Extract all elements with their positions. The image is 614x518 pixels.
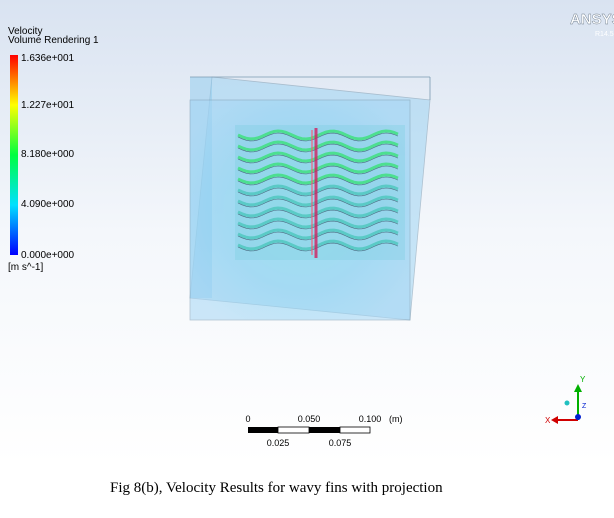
scale-label: 0: [245, 414, 250, 424]
axis-z: [575, 414, 581, 420]
scale-segment: [278, 427, 309, 433]
axis-label: X: [545, 416, 551, 425]
legend-unit: [m s^-1]: [8, 262, 43, 273]
legend-label: 1.227e+001: [21, 100, 75, 111]
logo: ANSYS: [570, 11, 614, 28]
scale-unit: (m): [389, 414, 403, 424]
axis-origin-marker: [565, 401, 570, 406]
axis-label: Z: [582, 403, 587, 410]
color-bar: [10, 55, 18, 255]
scale-segment: [309, 427, 340, 433]
axis-label: Y: [580, 375, 586, 384]
legend-label: 0.000e+000: [21, 250, 75, 261]
viewport: Velocity Volume Rendering 1 1.636e+001 1…: [0, 0, 614, 465]
page: {"legend": {"title": "Velocity", "subtit…: [0, 0, 614, 518]
legend-subtitle: Volume Rendering 1: [8, 35, 99, 46]
scale-label: 0.075: [329, 438, 352, 448]
scale-segment: [248, 427, 278, 433]
fin-array: [235, 125, 405, 260]
caption: Fig 8(b), Velocity Results for wavy fins…: [110, 480, 443, 497]
legend-label: 4.090e+000: [21, 199, 75, 210]
legend-label: 8.180e+000: [21, 149, 75, 160]
scale-label: 0.025: [267, 438, 290, 448]
scale-segment: [340, 427, 370, 433]
legend-label: 1.636e+001: [21, 53, 75, 64]
scale-label: 0.050: [298, 414, 321, 424]
scale-label: 0.100: [359, 414, 382, 424]
logo-version: R14.5: [595, 31, 614, 38]
